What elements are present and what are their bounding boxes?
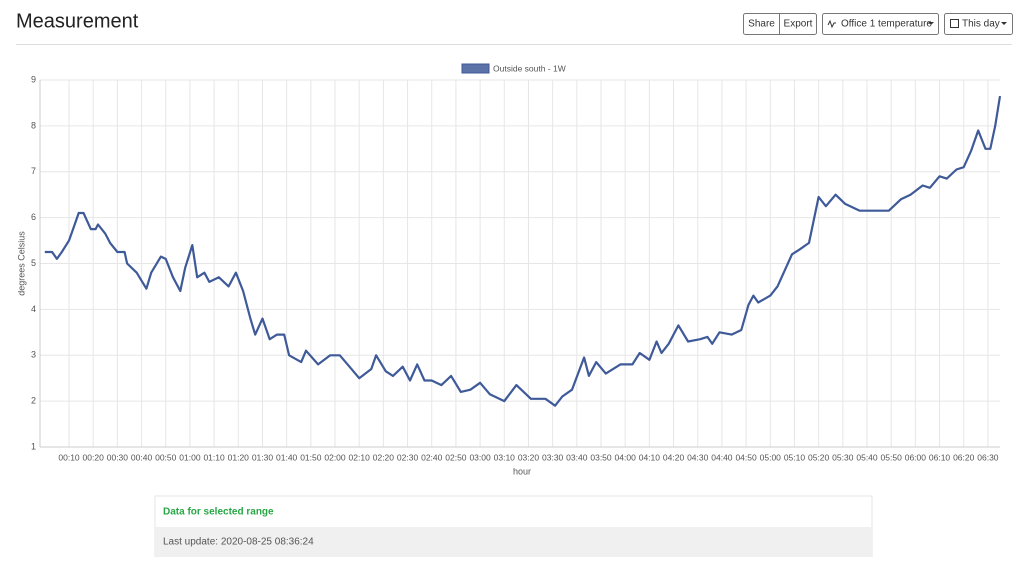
y-tick-label: 7	[31, 166, 36, 176]
range-dropdown[interactable]	[944, 13, 1013, 35]
x-tick-label: 03:30	[542, 452, 564, 462]
y-axis-label: degrees Celsius	[16, 231, 26, 296]
x-tick-label: 02:40	[421, 452, 443, 462]
x-tick-label: 01:30	[252, 452, 274, 462]
x-tick-label: 02:10	[349, 452, 371, 462]
x-tick-label: 04:00	[615, 452, 637, 462]
data-line	[44, 95, 1002, 407]
legend-swatch	[461, 63, 490, 74]
y-tick-label: 4	[31, 304, 36, 314]
y-tick-label: 3	[31, 350, 36, 360]
x-tick-label: 04:50	[735, 452, 757, 462]
x-tick-label: 01:00	[179, 452, 201, 462]
range-dropdown-label[interactable]: This day	[962, 19, 1000, 30]
x-tick-label: 03:40	[566, 452, 588, 462]
x-tick-label: 05:00	[760, 452, 782, 462]
x-tick-label: 01:20	[228, 452, 250, 462]
x-tick-label: 02:20	[373, 452, 395, 462]
x-tick-label: 00:40	[131, 452, 153, 462]
x-tick-label: 02:00	[324, 452, 346, 462]
x-tick-label: 05:20	[808, 452, 830, 462]
x-axis-label: hour	[513, 466, 531, 476]
last-update: Last update: 2020-08-25 08:36:24	[163, 537, 314, 548]
calendar-icon	[950, 19, 959, 28]
x-tick-label: 05:50	[881, 452, 903, 462]
x-tick-label: 03:10	[494, 452, 516, 462]
x-tick-label: 03:50	[590, 452, 612, 462]
x-tick-label: 03:20	[518, 452, 540, 462]
page-title: Measurement	[16, 10, 139, 32]
x-tick-label: 00:10	[58, 452, 80, 462]
y-tick-label: 6	[31, 212, 36, 222]
caret	[928, 22, 934, 25]
x-tick-label: 05:40	[856, 452, 878, 462]
x-tick-label: 02:30	[397, 452, 419, 462]
x-tick-label: 03:00	[469, 452, 491, 462]
x-tick-label: 05:30	[832, 452, 854, 462]
x-tick-label: 01:10	[203, 452, 225, 462]
y-tick-label: 8	[31, 120, 36, 130]
x-tick-label: 05:10	[784, 452, 806, 462]
x-tick-label: 04:30	[687, 452, 709, 462]
measurement-dropdown[interactable]	[822, 13, 939, 35]
y-tick-label: 5	[31, 258, 36, 268]
x-tick-label: 04:40	[711, 452, 733, 462]
y-tick-label: 2	[31, 396, 36, 406]
y-tick-label: 9	[31, 74, 36, 84]
x-tick-label: 06:10	[929, 452, 951, 462]
x-tick-label: 06:30	[977, 452, 999, 462]
x-tick-label: 00:30	[107, 452, 129, 462]
x-tick-label: 00:50	[155, 452, 177, 462]
info-footer	[155, 527, 872, 557]
y-tick-label: 1	[31, 441, 36, 451]
x-tick-label: 06:00	[905, 452, 927, 462]
caret	[1001, 22, 1007, 25]
x-tick-label: 00:20	[83, 452, 105, 462]
x-tick-label: 04:20	[663, 452, 685, 462]
x-tick-label: 06:20	[953, 452, 975, 462]
export-button[interactable]: Export	[784, 19, 813, 30]
info-heading: Data for selected range	[163, 507, 274, 518]
x-tick-label: 04:10	[639, 452, 661, 462]
measurement-dropdown-label[interactable]: Office 1 temperature	[841, 19, 932, 30]
x-tick-label: 01:40	[276, 452, 298, 462]
line-icon	[827, 19, 836, 29]
share-button[interactable]: Share	[748, 19, 775, 30]
x-tick-label: 01:50	[300, 452, 322, 462]
legend-label: Outside south - 1W	[493, 63, 566, 73]
x-tick-label: 02:50	[445, 452, 467, 462]
